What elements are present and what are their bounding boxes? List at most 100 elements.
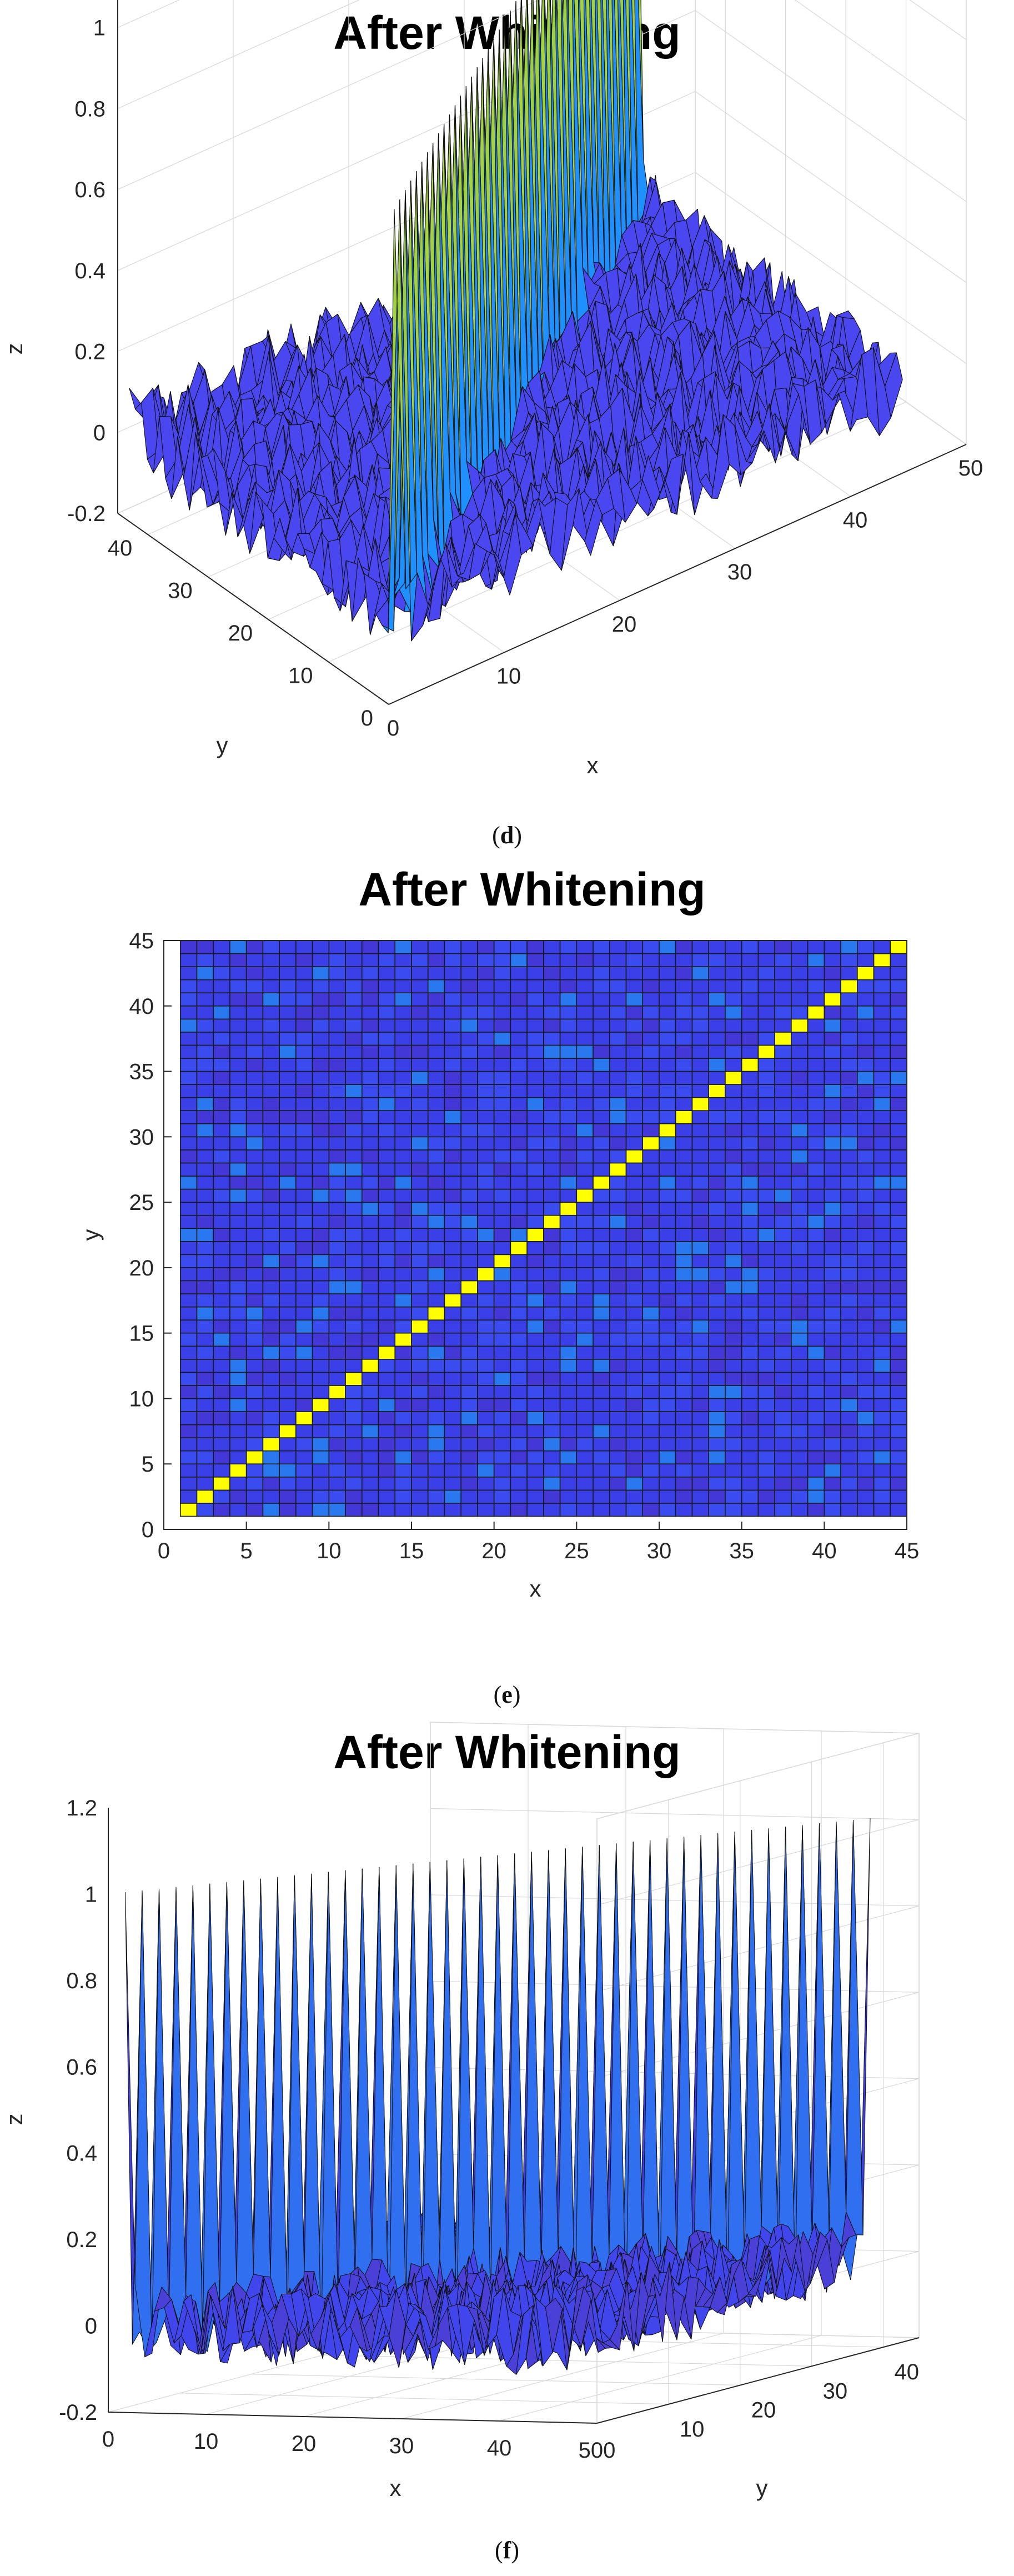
heatmap-cell — [757, 1202, 775, 1216]
heatmap-cell — [444, 1503, 462, 1517]
heatmap-cell — [824, 1424, 841, 1438]
heatmap-cell — [824, 1071, 841, 1085]
heatmap-cell — [642, 1319, 660, 1334]
heatmap-cell — [196, 940, 214, 954]
heatmap-cell — [691, 1149, 710, 1164]
heatmap-cell — [361, 1228, 379, 1242]
heatmap-cell — [873, 1267, 891, 1282]
heatmap-cell — [741, 953, 759, 967]
heatmap-cell — [774, 1398, 792, 1412]
heatmap-cell — [757, 979, 775, 994]
heatmap-cell — [378, 1228, 396, 1242]
heatmap-cell — [675, 992, 693, 1007]
heatmap-cell — [890, 1424, 907, 1438]
heatmap-cell — [493, 1437, 511, 1452]
heatmap-cell — [543, 1032, 561, 1046]
heatmap-cell — [328, 1280, 346, 1294]
heatmap-cell — [493, 1503, 511, 1517]
heatmap-cell — [873, 1188, 891, 1203]
heatmap-cell — [477, 1123, 495, 1138]
heatmap-cell — [213, 1110, 230, 1124]
heatmap-cell — [659, 1489, 676, 1504]
heatmap-cell — [857, 1280, 875, 1294]
heatmap-cell — [642, 1267, 660, 1282]
heatmap-cell — [691, 1110, 710, 1124]
heatmap-cell — [757, 1358, 775, 1373]
heatmap-cell — [460, 1044, 478, 1059]
heatmap-cell — [394, 1372, 412, 1386]
heatmap-cell — [576, 1306, 594, 1320]
heatmap-cell — [460, 1398, 478, 1412]
heatmap-cell — [625, 1018, 644, 1033]
heatmap-cell — [328, 1228, 346, 1242]
heatmap-cell — [873, 1071, 891, 1085]
heatmap-cell — [873, 1463, 891, 1478]
heatmap-cell — [659, 1332, 676, 1347]
heatmap-cell — [725, 1345, 742, 1360]
heatmap-cell — [725, 1149, 742, 1164]
heatmap-cell — [625, 1241, 644, 1256]
heatmap-cell — [179, 940, 198, 954]
heatmap-cell — [328, 1176, 346, 1190]
y-tick-label: 20 — [129, 1256, 154, 1281]
heatmap-cell — [477, 1411, 495, 1425]
heatmap-cell — [196, 1398, 214, 1412]
heatmap-cell — [444, 1372, 462, 1386]
gridline — [596, 1905, 920, 1992]
heatmap-cell — [229, 1044, 247, 1059]
heatmap-cell — [691, 1136, 710, 1151]
heatmap-cell — [262, 1084, 280, 1098]
heatmap-cell — [774, 1267, 792, 1282]
heatmap-cell — [493, 992, 511, 1007]
heatmap-cell — [477, 1319, 495, 1334]
heatmap-cell — [493, 1123, 511, 1138]
heatmap-cell — [295, 1489, 313, 1504]
heatmap-cell — [890, 1058, 907, 1072]
heatmap-cell — [295, 1228, 313, 1242]
heatmap-cell — [625, 1110, 644, 1124]
heatmap-cell — [609, 1228, 627, 1242]
heatmap-cell — [526, 1084, 544, 1098]
heatmap-cell — [295, 1385, 313, 1399]
heatmap-cell — [659, 992, 676, 1007]
heatmap-cell — [279, 979, 297, 994]
heatmap-cell — [807, 1136, 825, 1151]
heatmap-cell — [857, 1018, 875, 1033]
heatmap-cell — [262, 1345, 280, 1360]
diagonal-cell — [245, 1450, 264, 1465]
heatmap-cell — [642, 1503, 660, 1517]
heatmap-cell — [791, 1044, 809, 1059]
heatmap-cell — [576, 1424, 594, 1438]
heatmap-cell — [642, 1241, 660, 1256]
heatmap-cell — [559, 1254, 578, 1268]
heatmap-cell — [213, 1293, 230, 1308]
heatmap-cell — [873, 1424, 891, 1438]
heatmap-cell — [179, 992, 198, 1007]
heatmap-cell — [262, 1411, 280, 1425]
heatmap-cell — [279, 1018, 297, 1033]
heatmap-cell — [675, 1411, 693, 1425]
heatmap-cell — [245, 1018, 264, 1033]
diagonal-cell — [328, 1385, 346, 1399]
heatmap-cell — [708, 1188, 726, 1203]
heatmap-cell — [328, 1044, 346, 1059]
heatmap-cell — [378, 1450, 396, 1465]
heatmap-cell — [609, 1437, 627, 1452]
heatmap-cell — [890, 1319, 907, 1334]
heatmap-cell — [543, 1306, 561, 1320]
heatmap-cell — [774, 1202, 792, 1216]
diagonal-cell — [857, 966, 875, 981]
heatmap-cell — [345, 1267, 363, 1282]
heatmap-cell — [493, 1136, 511, 1151]
heatmap-cell — [609, 1005, 627, 1020]
heatmap-cell — [493, 1450, 511, 1465]
heatmap-cell — [774, 1437, 792, 1452]
heatmap-cell — [229, 1358, 247, 1373]
heatmap-cell — [791, 1489, 809, 1504]
heatmap-cell — [757, 1097, 775, 1112]
heatmap-cell — [378, 1058, 396, 1072]
heatmap-cell — [477, 1345, 495, 1360]
heatmap-cell — [625, 1372, 644, 1386]
heatmap-cell — [245, 1176, 264, 1190]
heatmap-cell — [427, 1411, 445, 1425]
